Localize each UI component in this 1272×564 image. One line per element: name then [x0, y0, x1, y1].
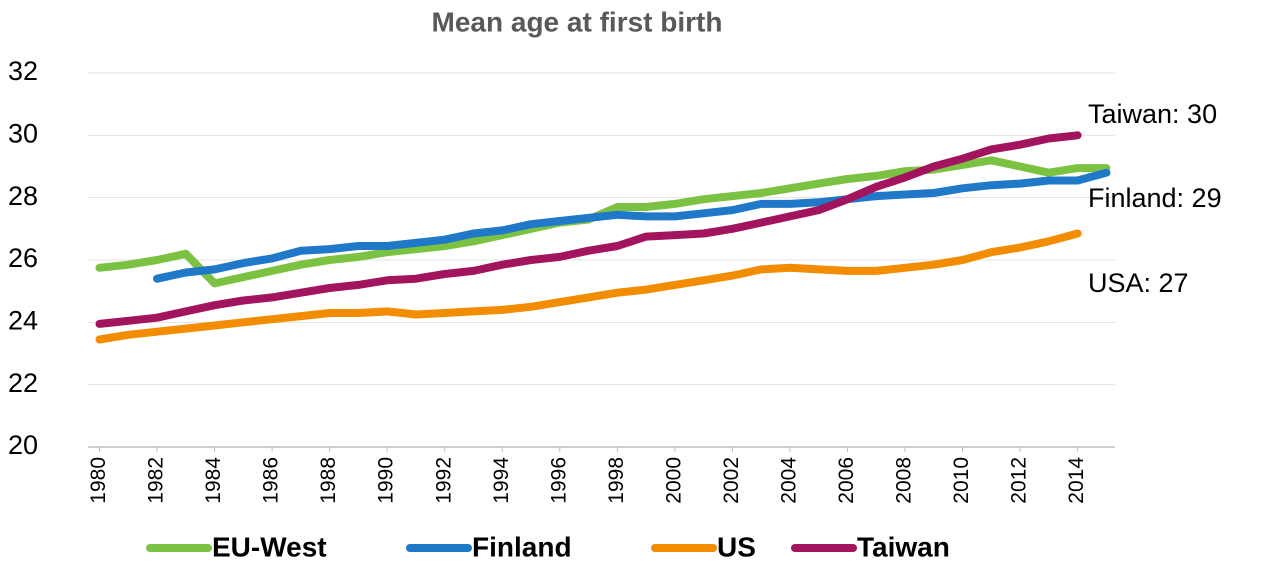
- annotation: Taiwan: 30: [1088, 99, 1217, 129]
- annotation: Finland: 29: [1088, 183, 1222, 213]
- x-tick-label: 1998: [605, 457, 628, 504]
- line-series: [95, 131, 1082, 328]
- x-tick-label: 2010: [950, 457, 973, 504]
- x-tick-label: 2000: [662, 457, 685, 504]
- x-tick-label: 2004: [777, 457, 800, 504]
- x-tick-label: 1996: [547, 457, 570, 504]
- y-tick-label: 30: [8, 118, 38, 148]
- line-series: [95, 229, 1082, 344]
- chart-title: Mean age at first birth: [432, 6, 723, 37]
- y-tick-label: 32: [8, 56, 38, 86]
- legend-label: US: [717, 531, 756, 562]
- y-tick-label: 26: [8, 243, 38, 273]
- x-tick-label: 2002: [720, 457, 743, 504]
- y-tick-label: 22: [8, 368, 38, 398]
- x-tick-label: 1992: [432, 457, 455, 504]
- x-tick-label: 2006: [835, 457, 858, 504]
- annotation: USA: 27: [1088, 268, 1189, 298]
- x-tick-label: 1988: [317, 457, 340, 504]
- x-tick-label: 1984: [202, 457, 225, 504]
- y-tick-label: 24: [8, 305, 38, 335]
- x-tick-label: 1980: [87, 457, 110, 504]
- legend-label: EU-West: [212, 531, 327, 562]
- line-series: [153, 168, 1111, 283]
- x-tick-label: 2008: [893, 457, 916, 504]
- y-tick-label: 28: [8, 181, 38, 211]
- x-tick-label: 2012: [1008, 457, 1031, 504]
- x-tick-label: 1982: [145, 457, 168, 504]
- x-tick-label: 2014: [1065, 457, 1088, 504]
- x-tick-label: 1990: [375, 457, 398, 504]
- legend-label: Finland: [472, 531, 572, 562]
- legend-label: Taiwan: [857, 531, 950, 562]
- x-tick-label: 1994: [490, 457, 513, 504]
- x-tick-label: 1986: [260, 457, 283, 504]
- y-tick-label: 20: [8, 430, 38, 460]
